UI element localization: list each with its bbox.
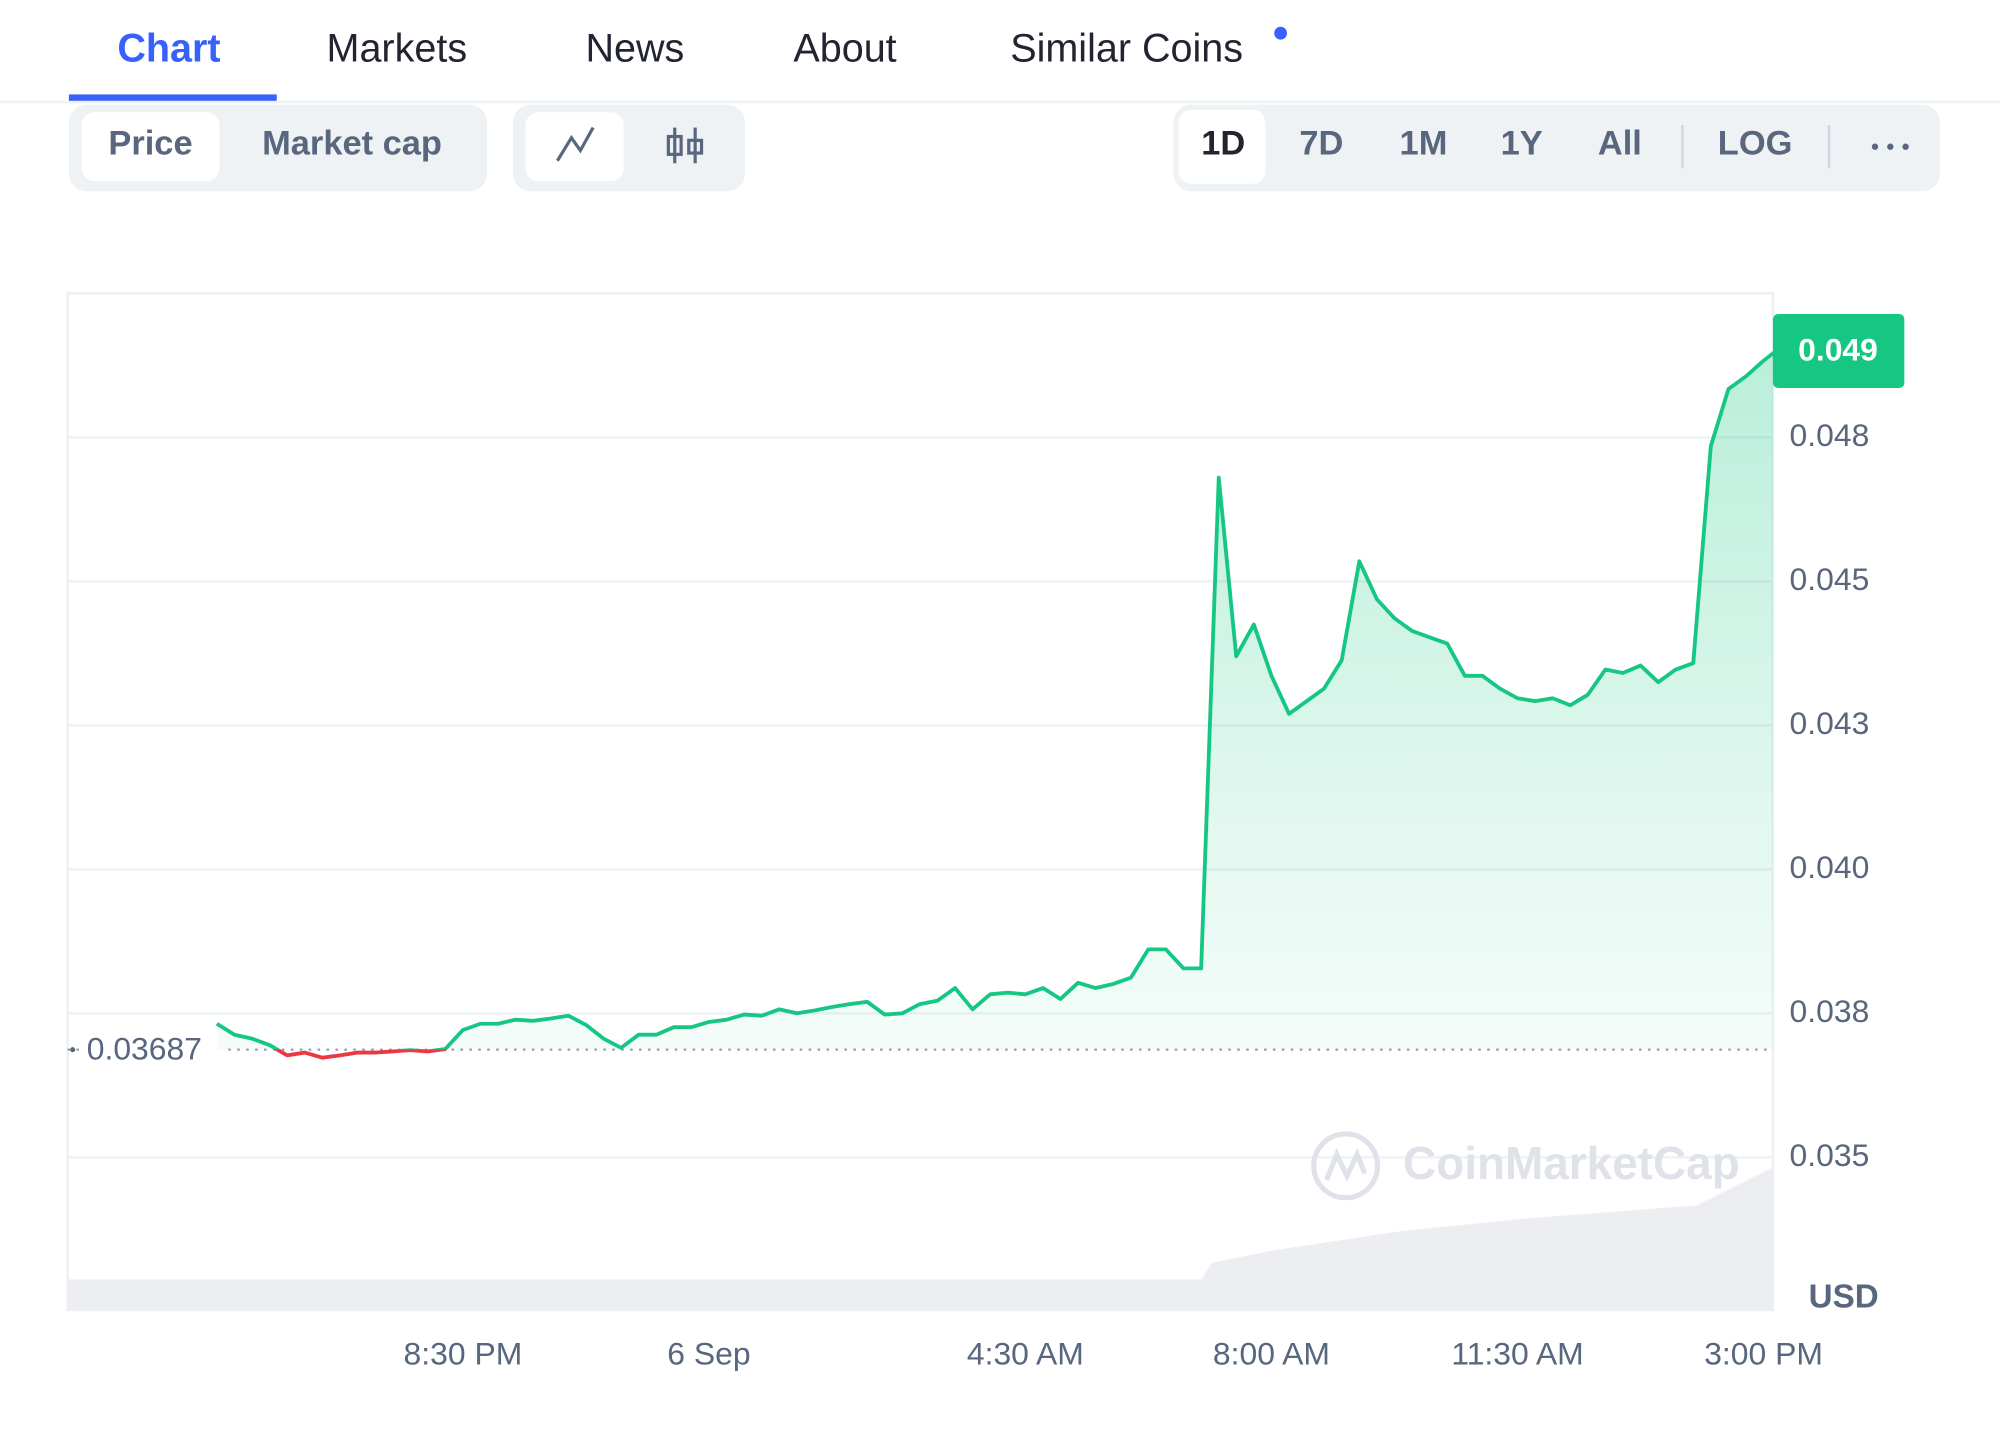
range-button[interactable]: 7D [1299, 125, 1343, 163]
range-button[interactable]: 1D [1201, 125, 1245, 163]
reference-dot [70, 1047, 76, 1053]
tab[interactable]: Similar Coins [1010, 26, 1243, 70]
y-tick-label: 0.038 [1790, 993, 1870, 1029]
range-group [1173, 104, 1941, 192]
tab[interactable]: Markets [327, 26, 468, 70]
line-icon [556, 126, 595, 162]
candle-icon[interactable] [666, 127, 704, 164]
x-tick-label: 3:00 PM [1704, 1335, 1823, 1371]
current-price-label: 0.049 [1798, 332, 1878, 368]
tab[interactable]: News [585, 26, 684, 70]
x-tick-label: 8:00 AM [1213, 1335, 1330, 1371]
range-button[interactable]: 1M [1400, 125, 1448, 163]
tab[interactable]: About [793, 26, 896, 70]
y-tick-label: 0.045 [1790, 561, 1870, 597]
reference-label-bg [79, 1030, 222, 1069]
volume-area [67, 1167, 1773, 1310]
range-active [1178, 109, 1266, 184]
metric-button[interactable]: Market cap [262, 125, 442, 163]
more-button[interactable] [1871, 143, 1909, 150]
range-button[interactable]: All [1598, 125, 1642, 163]
range-button[interactable]: 1Y [1501, 125, 1543, 163]
price-line [215, 345, 1783, 1060]
y-tick-label: 0.035 [1790, 1137, 1870, 1173]
reference-label: 0.03687 [87, 1030, 202, 1066]
y-tick-label: 0.043 [1790, 705, 1870, 741]
x-tick-label: 11:30 AM [1451, 1335, 1583, 1371]
tab-underline [68, 94, 277, 101]
y-tick-label: 0.040 [1790, 849, 1870, 885]
toggle-active [81, 112, 220, 182]
price-area [216, 353, 1773, 1050]
x-tick-label: 8:30 PM [404, 1335, 523, 1371]
new-dot [1274, 26, 1287, 40]
current-price-badge [1772, 313, 1905, 388]
metric-button[interactable]: Price [108, 125, 192, 163]
y-unit: USD [1809, 1278, 1879, 1315]
x-tick-label: 4:30 AM [967, 1335, 1084, 1371]
watermark-logo [1311, 1131, 1381, 1201]
line-chart-button[interactable] [525, 112, 624, 182]
log-button[interactable]: LOG [1718, 125, 1793, 163]
tab[interactable]: Chart [117, 26, 220, 70]
x-tick-label: 6 Sep [667, 1335, 750, 1371]
y-tick-label: 0.048 [1790, 417, 1870, 453]
watermark: CoinMarketCap [1403, 1137, 1740, 1189]
